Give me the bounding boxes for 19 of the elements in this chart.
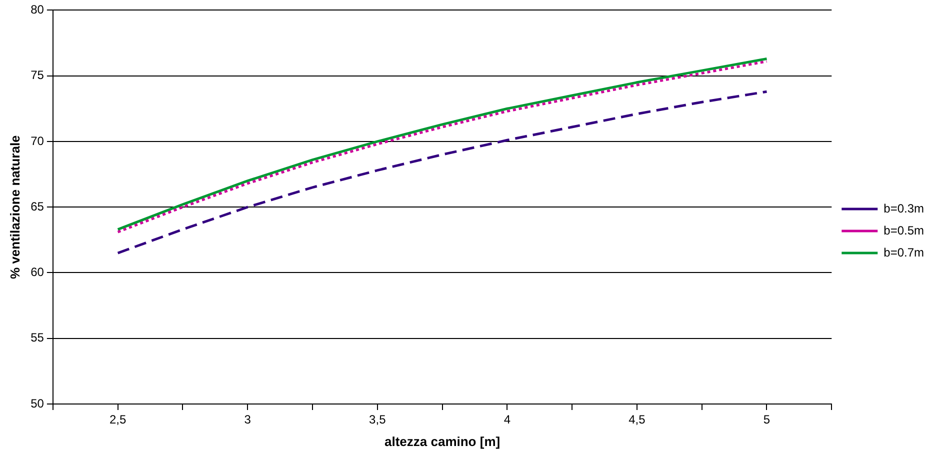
x-axis-title: altezza camino [m] (384, 434, 500, 449)
y-tick-label: 70 (30, 134, 44, 148)
y-tick-label: 50 (30, 396, 44, 410)
x-tick-label: 3,5 (369, 412, 386, 427)
x-tick-label: 5 (763, 412, 770, 427)
y-axis-title: % ventilazione naturale (7, 135, 22, 279)
x-tick-label: 3 (244, 412, 252, 427)
line-series (116, 90, 768, 254)
x-tick-label: 2,5 (109, 412, 127, 427)
legend-label: b=0.5m (884, 223, 924, 238)
legend-label: b=0.7m (884, 245, 924, 260)
y-tick-label: 65 (30, 199, 44, 214)
y-tick-label: 80 (30, 2, 44, 17)
y-tick-label: 55 (30, 330, 44, 345)
x-tick-label: 4 (504, 412, 511, 427)
y-tick-label: 75 (30, 68, 44, 82)
legend-label: b=0.3m (884, 201, 924, 216)
x-tick-label: 4,5 (628, 412, 646, 427)
y-tick-label: 60 (30, 265, 44, 280)
